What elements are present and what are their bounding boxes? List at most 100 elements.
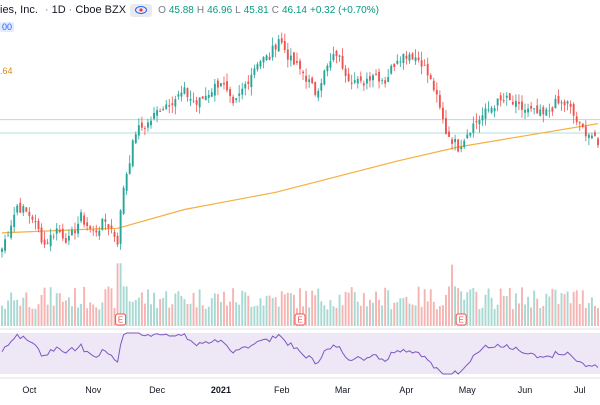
candle-body (13, 214, 16, 227)
volume-bar (572, 291, 575, 326)
volume-bar (524, 304, 526, 326)
volume-bar (493, 309, 496, 326)
volume-bar (329, 300, 332, 326)
volume-bar (37, 304, 40, 326)
volume-bar (530, 307, 533, 326)
visibility-eye-icon[interactable] (130, 3, 153, 17)
volume-bar (253, 306, 256, 326)
candle-body (338, 55, 341, 57)
candle-body (359, 76, 362, 81)
volume-bar (52, 305, 55, 326)
candle-body (162, 109, 165, 111)
volume-bar (262, 305, 265, 326)
volume-bar (378, 299, 381, 326)
candle-body (299, 60, 301, 69)
volume-bar (86, 308, 89, 326)
volume-bar (159, 299, 162, 326)
volume-bar (235, 302, 238, 326)
earnings-marker-label: E (118, 316, 123, 325)
volume-bar (271, 297, 274, 326)
volume-bar (241, 290, 244, 326)
volume-bar (545, 293, 548, 326)
candle-body (356, 78, 359, 84)
volume-bar (575, 290, 578, 326)
candle-body (220, 83, 222, 87)
volume-bar (417, 286, 420, 326)
candle-body (77, 223, 79, 234)
candle-body (189, 98, 192, 101)
candle-body (128, 163, 131, 174)
earnings-marker (294, 313, 306, 326)
candle-body (375, 73, 377, 75)
volume-bar (311, 290, 314, 326)
volume-bar (396, 302, 399, 326)
volume-bar (460, 291, 463, 326)
volume-bar (67, 297, 70, 326)
candle-body (414, 57, 417, 62)
candle-body (64, 238, 67, 243)
candle-body (232, 96, 235, 104)
x-axis-tick-label: Feb (274, 385, 290, 395)
candle-body (292, 52, 295, 65)
low-label: L (235, 4, 241, 16)
volume-bar (381, 305, 384, 326)
volume-bar (58, 293, 61, 326)
volume-bar (34, 308, 37, 326)
candle-body (572, 103, 575, 116)
candle-body (551, 107, 554, 112)
candle-body (280, 38, 283, 43)
volume-bar (280, 291, 283, 326)
volume-bar (587, 303, 590, 326)
volume-bar (61, 301, 64, 326)
volume-bar (28, 307, 31, 326)
candle-body (539, 109, 542, 116)
candle-body (402, 53, 405, 64)
volume-bar (317, 288, 320, 326)
volume-bar (13, 300, 16, 326)
volume-bar (131, 301, 134, 326)
volume-bar (563, 294, 566, 326)
volume-bar (256, 305, 259, 326)
volume-bar (64, 300, 67, 326)
candle-body (46, 242, 49, 244)
candle-body (150, 120, 152, 126)
volume-bar (1, 305, 3, 326)
volume-bar (463, 299, 466, 326)
volume-bar (521, 287, 523, 326)
volume-bar (478, 309, 481, 326)
candle-body (305, 75, 308, 82)
change-value: +0.32 (+0.70%) (310, 4, 379, 16)
x-axis-tick-label: Jul (574, 385, 586, 395)
candle-body (34, 221, 37, 223)
volume-bar (426, 301, 429, 326)
volume-bar (19, 305, 22, 326)
volume-bar (74, 288, 76, 326)
candle-body (7, 235, 10, 237)
volume-bar (308, 307, 311, 326)
x-axis-tick-label: Nov (85, 385, 102, 395)
candle-body (262, 57, 265, 63)
volume-bar (527, 296, 530, 326)
volume-bar (238, 304, 241, 326)
volume-bar (414, 305, 417, 326)
volume-bar (347, 292, 350, 326)
volume-bar (533, 290, 536, 326)
volume-bar (229, 301, 232, 326)
candle-body (353, 80, 356, 83)
volume-bar (150, 304, 152, 326)
volume-bar (505, 296, 508, 326)
volume-bar (277, 306, 280, 326)
candle-body (527, 108, 530, 113)
candle-body (207, 94, 210, 98)
volume-bar (432, 301, 435, 326)
interval-label[interactable]: 1D (51, 4, 66, 16)
volume-bar (168, 307, 171, 326)
candle-body (229, 89, 232, 96)
candle-body (171, 103, 174, 106)
candle-body (542, 107, 545, 115)
volume-bar (542, 306, 545, 326)
candle-body (168, 105, 171, 107)
volume-bar (566, 291, 569, 326)
